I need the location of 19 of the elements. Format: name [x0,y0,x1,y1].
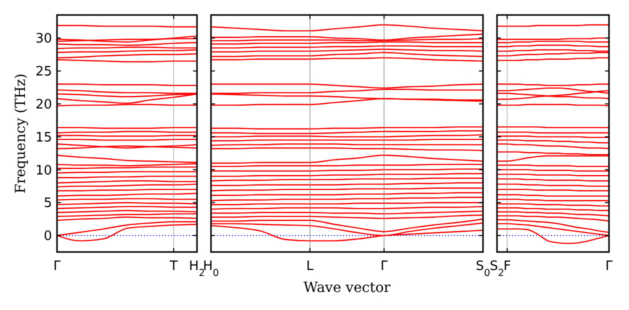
x-tick-label: Γ [380,259,388,274]
x-tick-label: Γ [605,259,614,274]
y-tick-label: 30 [35,32,52,47]
y-tick-label: 15 [35,130,52,146]
x-tick-label: Γ [53,259,62,274]
y-tick-label: 5 [44,196,52,212]
x-tick-label: S$_{2}$ [490,259,504,278]
y-axis-title: Frequency (THz) [13,73,29,194]
x-axis-title: Wave vector [304,280,391,296]
y-tick-label: 25 [35,64,52,80]
x-tick-label: H$_{2}$ [189,259,205,278]
x-tick-label: F [503,259,511,274]
x-tick-label: H$_{0}$ [203,259,219,278]
y-tick-label: 10 [35,163,52,178]
y-tick-label: 0 [44,229,52,244]
y-tick-label: 20 [35,97,52,112]
x-tick-label: L [306,259,314,274]
x-tick-label: T [168,259,178,274]
x-tick-label: S$_{0}$ [476,259,490,278]
